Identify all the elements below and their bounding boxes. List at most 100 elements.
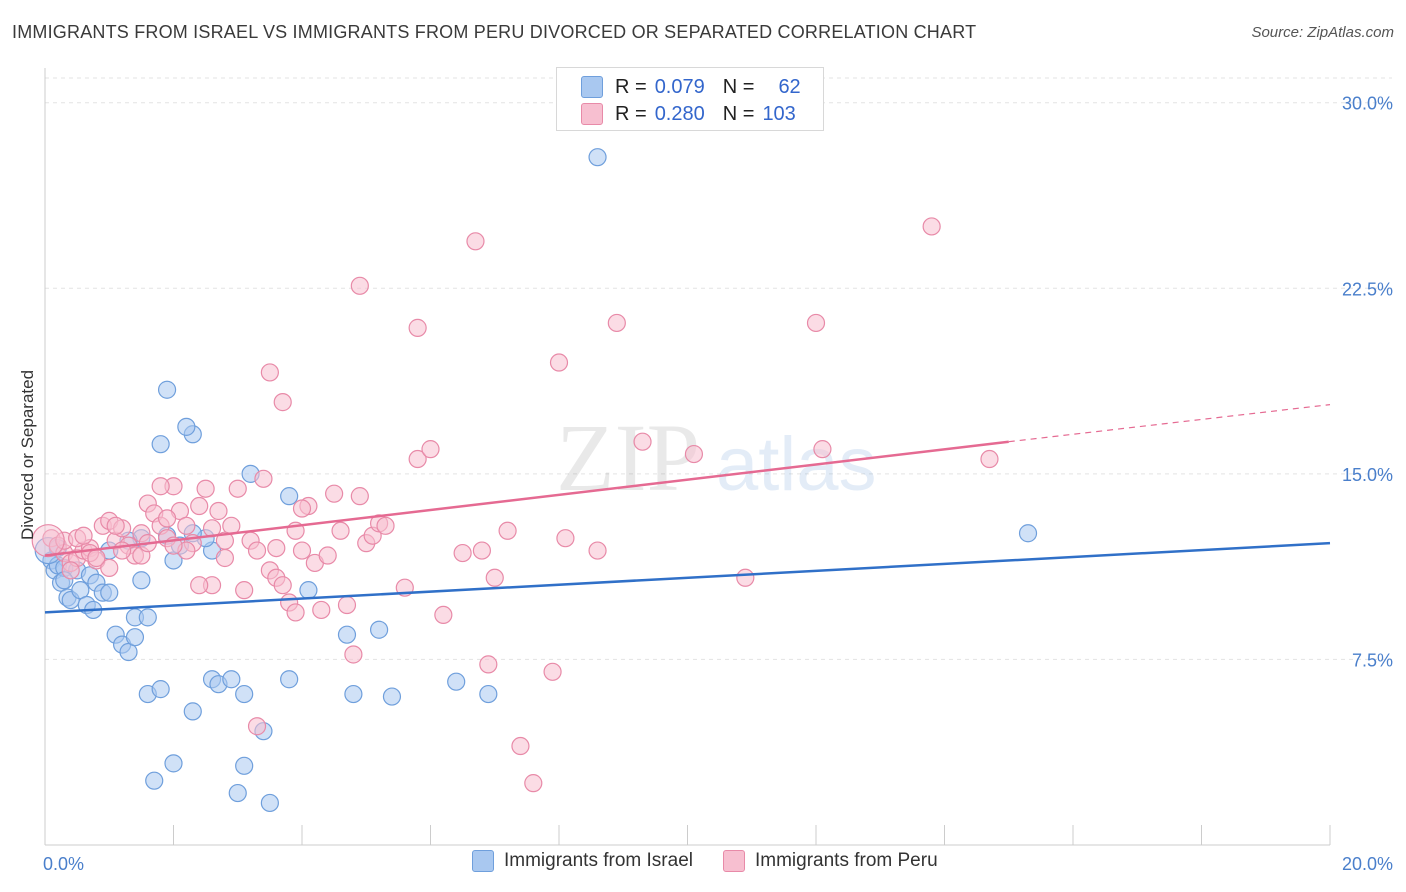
point-peru: [100, 558, 119, 577]
series-israel-points: [34, 148, 1038, 813]
point-peru: [177, 516, 196, 535]
point-peru: [190, 496, 209, 516]
legend-n-value: 103: [762, 102, 796, 125]
point-peru: [498, 521, 517, 540]
point-peru: [524, 774, 543, 793]
trend-line-peru: [44, 440, 1009, 557]
point-peru: [485, 568, 504, 587]
point-israel: [1018, 524, 1038, 543]
series-legend: Immigrants from Israel Immigrants from P…: [472, 850, 968, 872]
legend-swatch-israel: [581, 76, 603, 98]
legend-row-israel: R = 0.079 N = 62: [581, 75, 801, 99]
point-peru: [472, 541, 491, 560]
tick-labels: 7.5% 15.0% 22.5% 30.0% 0.0% 20.0% Divorced or …: [18, 94, 1393, 874]
point-peru-cluster: [31, 524, 65, 558]
point-israel: [157, 380, 177, 399]
point-peru: [254, 469, 273, 488]
point-peru: [813, 440, 832, 459]
legend-item-israel[interactable]: Immigrants from Israel: [472, 850, 693, 872]
point-peru: [408, 449, 427, 469]
series-peru-points: [31, 217, 999, 793]
point-peru: [215, 548, 234, 568]
point-israel: [228, 783, 247, 803]
trend-line-israel: [44, 541, 1331, 614]
y-tick-label: 15.0%: [1342, 465, 1393, 485]
point-peru: [806, 313, 826, 333]
legend-r-label: R =: [615, 75, 647, 98]
point-israel: [299, 581, 318, 600]
point-israel: [447, 672, 466, 691]
trend-line-peru-extension: [1008, 403, 1331, 443]
point-israel: [235, 756, 254, 775]
legend-label-israel: Immigrants from Israel: [504, 850, 693, 871]
point-peru: [235, 581, 254, 600]
point-israel: [222, 670, 241, 689]
point-peru: [607, 313, 626, 333]
point-peru: [344, 645, 363, 664]
point-peru: [434, 605, 453, 625]
point-peru: [209, 501, 228, 521]
legend-label-peru: Immigrants from Peru: [754, 850, 938, 871]
point-peru: [684, 444, 704, 464]
point-peru: [151, 477, 170, 496]
point-peru: [511, 736, 530, 756]
point-peru: [74, 526, 93, 545]
watermark-zip: ZIP: [556, 404, 700, 511]
point-peru: [61, 561, 80, 580]
point-peru: [228, 479, 247, 498]
y-tick-label: 7.5%: [1352, 650, 1393, 670]
axes: [44, 68, 1331, 846]
point-peru: [980, 449, 999, 469]
point-peru: [736, 568, 755, 587]
point-israel: [145, 771, 164, 790]
point-peru: [267, 538, 286, 558]
point-peru: [453, 543, 472, 563]
watermark-atlas: atlas: [716, 422, 877, 507]
point-peru: [273, 393, 292, 412]
chart-title: IMMIGRANTS FROM ISRAEL VS IMMIGRANTS FRO…: [12, 22, 977, 42]
point-israel: [382, 687, 402, 706]
point-israel: [280, 487, 299, 506]
point-peru: [408, 318, 427, 337]
legend-item-peru[interactable]: Immigrants from Peru: [722, 850, 938, 872]
point-peru: [215, 531, 234, 550]
point-peru: [106, 516, 125, 535]
point-israel: [280, 670, 299, 689]
point-peru: [350, 487, 369, 506]
point-israel: [260, 793, 279, 813]
legend-swatch-peru: [581, 103, 603, 125]
watermark: ZIP atlas: [556, 404, 877, 511]
point-israel: [235, 684, 254, 704]
point-peru: [337, 595, 357, 615]
point-peru: [543, 662, 562, 681]
legend-n-label: N =: [722, 102, 755, 125]
point-peru: [292, 541, 312, 560]
x-tick-label: 0.0%: [43, 854, 84, 874]
point-peru: [556, 529, 575, 548]
y-tick-label: 22.5%: [1342, 279, 1393, 299]
point-peru: [325, 484, 344, 503]
point-peru: [318, 546, 337, 565]
point-israel: [151, 435, 170, 454]
point-peru: [633, 432, 652, 451]
point-peru: [376, 516, 395, 535]
point-peru: [549, 353, 569, 372]
point-israel: [183, 702, 202, 721]
gridlines: [45, 77, 1392, 660]
point-peru: [350, 276, 369, 295]
point-israel: [164, 754, 183, 773]
legend-r-value: 0.280: [654, 102, 705, 125]
point-peru: [157, 509, 177, 528]
point-peru: [922, 217, 941, 236]
correlation-legend: R = 0.079 N = 62 R = 0.280 N = 103: [556, 67, 824, 131]
source-credit: Source: ZipAtlas.com: [1251, 24, 1394, 41]
legend-row-peru: R = 0.280 N = 103: [581, 102, 796, 126]
point-peru: [247, 717, 267, 736]
trend-lines: [44, 403, 1331, 614]
legend-swatch-israel: [472, 850, 494, 872]
legend-n-value: 62: [778, 75, 801, 98]
x-tick-label: 20.0%: [1342, 854, 1393, 874]
point-israel: [132, 571, 151, 590]
point-peru: [247, 541, 267, 560]
legend-r-value: 0.079: [654, 75, 705, 98]
